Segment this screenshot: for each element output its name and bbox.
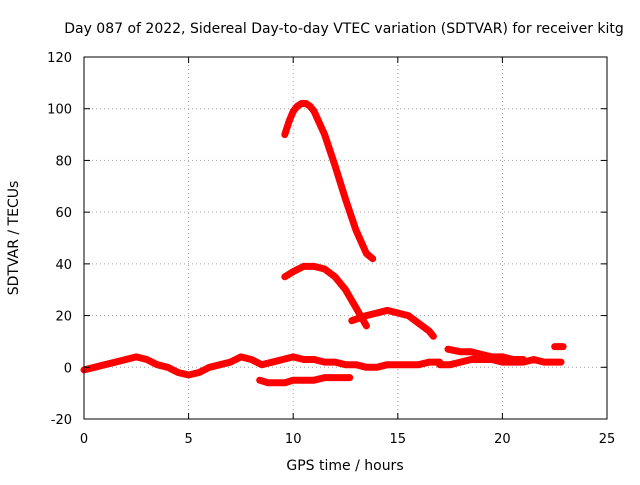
chart-title: Day 087 of 2022, Sidereal Day-to-day VTE…	[64, 21, 624, 37]
series-baseline-0-9h	[80, 353, 276, 379]
axis-ticks	[83, 56, 608, 420]
plot-frame	[83, 56, 608, 420]
series-tail-17-21h	[444, 345, 527, 363]
y-tick-label: -20	[51, 413, 72, 428]
y-tick-label: 100	[47, 103, 72, 118]
y-tick-label: 80	[55, 154, 72, 169]
x-axis-label: GPS time / hours	[286, 458, 403, 474]
x-tick-label: 10	[285, 432, 302, 447]
series-baseline-9-17h	[268, 353, 444, 371]
x-tick-label: 15	[390, 432, 407, 447]
x-tick-label: 5	[184, 432, 192, 447]
y-tick-label: 0	[64, 361, 72, 376]
series-arc-20	[348, 306, 437, 340]
y-tick-label: 40	[55, 258, 72, 273]
series-baseline-17-23h	[436, 356, 565, 369]
y-axis-label: SDTVAR / TECUs	[6, 181, 22, 296]
axis-tick-labels: 0 5 10 15 20 25 -20 0 20 40 60 80 100 120	[47, 51, 615, 447]
x-tick-label: 0	[80, 432, 88, 447]
x-tick-label: 20	[494, 432, 511, 447]
y-tick-label: 60	[55, 206, 72, 221]
series-peak-100	[281, 100, 377, 263]
data-series-group	[80, 100, 567, 387]
series-low-arc	[256, 374, 354, 387]
y-tick-label: 20	[55, 310, 72, 325]
y-tick-label: 120	[47, 51, 72, 66]
series-arc-40	[281, 262, 370, 330]
x-tick-label: 25	[599, 432, 616, 447]
